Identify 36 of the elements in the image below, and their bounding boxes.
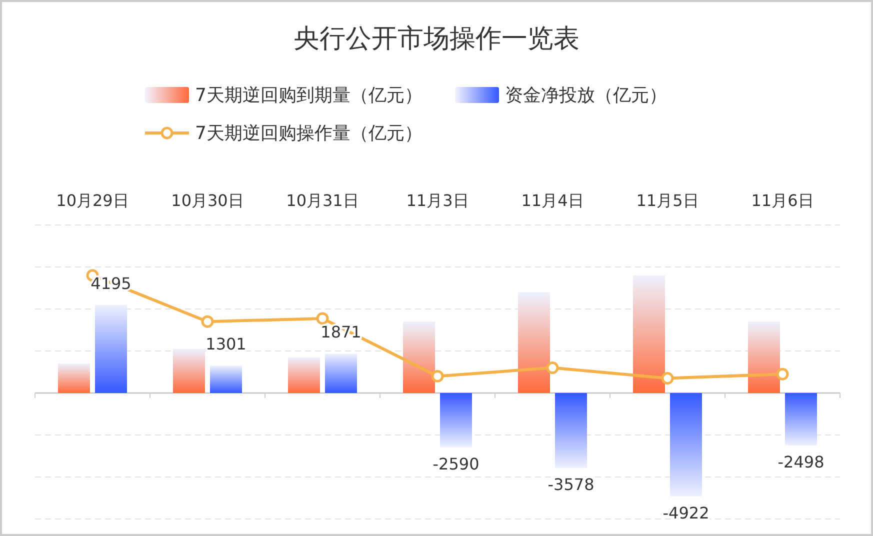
bar xyxy=(440,393,472,448)
bar xyxy=(748,322,780,393)
x-tick-label: 10月29日 xyxy=(56,191,129,210)
x-tick-label: 10月31日 xyxy=(286,191,359,210)
point xyxy=(776,368,789,380)
data-label: -2590 xyxy=(432,454,480,474)
bar xyxy=(288,357,320,393)
legend-label: 7天期逆回购到期量（亿元） xyxy=(195,85,422,106)
point xyxy=(201,315,214,328)
bar xyxy=(173,348,205,393)
bar xyxy=(325,354,357,393)
bar xyxy=(95,304,127,393)
bar xyxy=(58,364,90,393)
bar xyxy=(403,322,435,393)
bar xyxy=(210,366,242,393)
x-tick-label: 11月5日 xyxy=(636,191,699,210)
legend-label: 资金净投放（亿元） xyxy=(505,85,667,106)
x-tick-label: 10月30日 xyxy=(171,191,244,210)
data-label: -2498 xyxy=(778,452,824,472)
chart-title: 央行公开市场操作一览表 xyxy=(294,24,580,54)
bar xyxy=(555,393,587,468)
bar xyxy=(670,393,702,496)
data-label: -4922 xyxy=(662,503,710,522)
point xyxy=(316,312,329,325)
x-tick-label: 11月3日 xyxy=(406,191,469,210)
data-label: -3578 xyxy=(548,475,594,494)
bar xyxy=(633,275,665,393)
x-tick-label: 11月6日 xyxy=(751,191,814,210)
x-tick-label: 11月4日 xyxy=(521,191,584,210)
data-label: 1301 xyxy=(206,334,246,354)
point xyxy=(661,372,674,385)
point xyxy=(546,362,559,374)
legend-label: 7天期逆回购操作量（亿元） xyxy=(195,123,422,144)
bar xyxy=(785,393,817,446)
point xyxy=(431,370,444,382)
bar xyxy=(518,292,550,393)
